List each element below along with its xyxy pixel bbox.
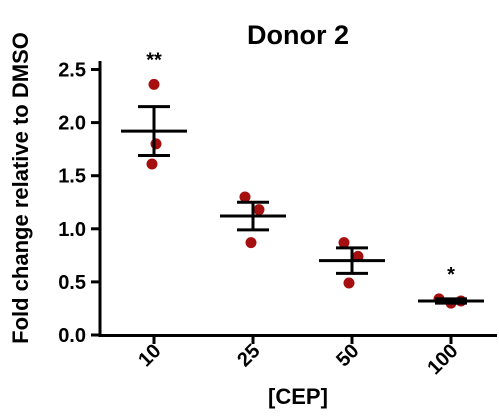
x-tick-label: 10 [134, 340, 165, 371]
significance-label: * [447, 264, 455, 286]
chart-title: Donor 2 [247, 20, 349, 50]
data-point [245, 237, 257, 249]
x-tick-label: 100 [423, 340, 462, 379]
significance-label: ** [146, 49, 162, 71]
data-point [146, 158, 158, 170]
y-tick-label: 2.0 [58, 113, 86, 135]
y-tick-label: 2.5 [58, 60, 86, 82]
x-tick-label: 25 [233, 340, 264, 371]
y-tick-label: 0.0 [58, 325, 86, 347]
y-axis-label: Fold change relative to DMSO [8, 32, 33, 344]
data-point [338, 237, 350, 249]
data-point [239, 191, 251, 203]
data-point [150, 138, 162, 150]
y-tick-label: 0.5 [58, 272, 86, 294]
data-point [148, 78, 160, 90]
x-tick-label: 50 [332, 340, 363, 371]
data-point [253, 204, 265, 216]
y-tick-label: 1.0 [58, 219, 86, 241]
y-tick-label: 1.5 [58, 166, 86, 188]
x-axis-label: [CEP] [268, 384, 328, 409]
data-point [343, 277, 355, 289]
